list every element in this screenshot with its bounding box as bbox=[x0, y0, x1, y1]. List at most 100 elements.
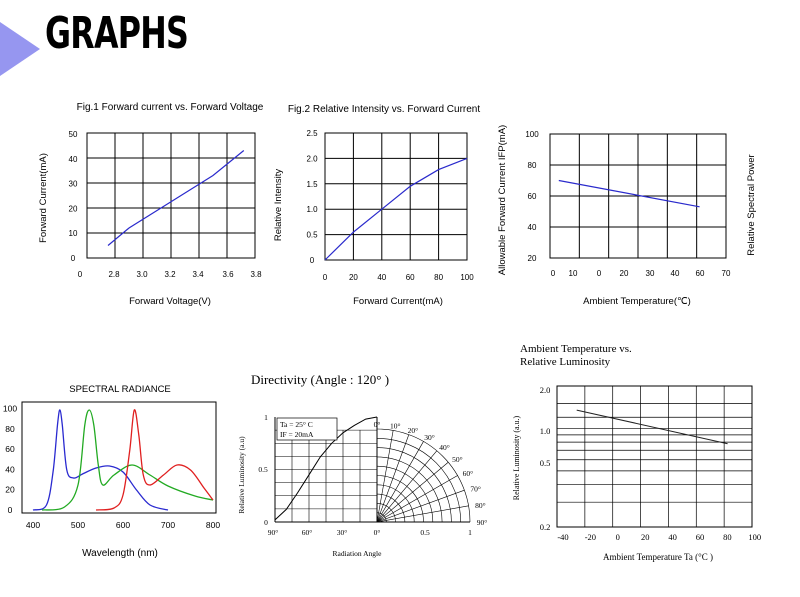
directivity-y-tick: 0.5 bbox=[258, 465, 268, 474]
directivity-y-tick: 0 bbox=[264, 518, 268, 527]
directivity-arc bbox=[376, 503, 396, 523]
luminosity-x-tick: 80 bbox=[723, 532, 732, 542]
luminosity-x-label: Ambient Temperature Ta (°C ) bbox=[603, 552, 713, 562]
fig2-plot-frame bbox=[324, 132, 468, 261]
title-arrow-icon bbox=[0, 22, 40, 76]
directivity-angle-label: 70° bbox=[470, 484, 481, 493]
fig3-x-tick: 20 bbox=[620, 269, 629, 278]
fig2-y-tick: 2.0 bbox=[306, 154, 318, 163]
directivity-angle-label: 90° bbox=[477, 518, 488, 527]
spectral-x-tick: 400 bbox=[26, 520, 40, 530]
directivity-x-tick: 30° bbox=[337, 528, 348, 537]
spectral-x-tick: 700 bbox=[161, 520, 175, 530]
spectral-series-line bbox=[95, 409, 214, 511]
luminosity-y-tick: 0.2 bbox=[540, 522, 551, 532]
fig1-x-label: Forward Voltage(V) bbox=[129, 296, 211, 307]
fig2-y-tick: 1.0 bbox=[306, 205, 318, 214]
fig1-x-tick: 2.8 bbox=[108, 270, 120, 279]
fig3-y-label-right: Relative Spectral Power bbox=[746, 154, 757, 255]
directivity-angle-label: 10° bbox=[390, 421, 401, 430]
spectral-y-tick: 80 bbox=[5, 424, 15, 434]
luminosity-plot-frame bbox=[556, 385, 753, 528]
luminosity-x-tick: 60 bbox=[696, 532, 705, 542]
fig2-y-tick: 0.5 bbox=[306, 231, 318, 240]
fig1-x-tick: 3.2 bbox=[164, 270, 176, 279]
spectral-y-tick: 100 bbox=[3, 404, 17, 414]
fig3-x-tick: 40 bbox=[671, 269, 680, 278]
directivity-spoke bbox=[376, 475, 458, 523]
directivity-spoke bbox=[376, 430, 394, 523]
fig3-y-tick: 40 bbox=[528, 223, 537, 232]
luminosity-x-tick: 0 bbox=[616, 532, 620, 542]
luminosity-x-tick: 100 bbox=[748, 532, 761, 542]
fig2-x-tick: 80 bbox=[434, 273, 443, 282]
fig2-series-line bbox=[324, 157, 468, 261]
directivity-angle-label: 30° bbox=[424, 433, 435, 442]
spectral-y-tick: 0 bbox=[8, 505, 13, 515]
fig2-x-tick: 20 bbox=[349, 273, 358, 282]
directivity-angle-label: 50° bbox=[452, 455, 463, 464]
spectral-plot-frame bbox=[21, 401, 217, 514]
fig2-y-tick: 0 bbox=[310, 256, 315, 265]
directivity-x-tick: 90° bbox=[268, 528, 279, 537]
fig2-x-tick: 0 bbox=[323, 273, 328, 282]
fig3-x-tick: 30 bbox=[646, 269, 655, 278]
directivity-spoke bbox=[376, 489, 465, 523]
fig1-x-tick: 3.8 bbox=[250, 270, 262, 279]
directivity-arc bbox=[376, 447, 452, 523]
spectral-y-tick: 60 bbox=[5, 444, 15, 454]
directivity-spoke bbox=[376, 505, 469, 523]
luminosity-series-line bbox=[576, 409, 728, 445]
fig2-y-tick: 2.5 bbox=[306, 129, 318, 138]
fig1-series-line bbox=[107, 150, 245, 246]
fig2-x-tick: 60 bbox=[406, 273, 415, 282]
luminosity-x-tick: 40 bbox=[668, 532, 677, 542]
fig3-x-tick: 0 bbox=[597, 269, 602, 278]
spectral-title: SPECTRAL RADIANCE bbox=[69, 384, 171, 395]
fig1-x-tick: 3.4 bbox=[192, 270, 204, 279]
luminosity-x-tick: 20 bbox=[641, 532, 650, 542]
fig1-y-tick: 50 bbox=[69, 130, 78, 139]
directivity-angle-label: 20° bbox=[408, 426, 419, 435]
directivity-x-tick: 0° bbox=[374, 528, 381, 537]
luminosity-x-tick: -40 bbox=[557, 532, 568, 542]
luminosity-y-label: Relative Luminosity (a.u.) bbox=[512, 415, 521, 500]
fig3-y-tick: 100 bbox=[525, 130, 539, 139]
directivity-y-label: Relative Luminosity (a.u) bbox=[237, 436, 246, 514]
fig2-x-tick: 100 bbox=[460, 273, 474, 282]
spectral-x-tick: 600 bbox=[116, 520, 130, 530]
fig1-y-label: Forward Current(mA) bbox=[38, 153, 49, 243]
page-title: GRAPHS bbox=[45, 8, 189, 59]
directivity-legend-box bbox=[276, 417, 338, 441]
fig1-y-tick: 30 bbox=[69, 180, 78, 189]
directivity-angle-label: 0° bbox=[374, 420, 381, 429]
directivity-arc bbox=[376, 465, 434, 523]
fig2-y-tick: 1.5 bbox=[306, 180, 318, 189]
fig1-y-tick: 20 bbox=[69, 204, 78, 213]
spectral-x-label: Wavelength (nm) bbox=[82, 548, 158, 559]
luminosity-y-tick: 1.0 bbox=[540, 426, 551, 436]
fig2-y-label: Relative Intensity bbox=[273, 169, 284, 242]
directivity-legend-if: IF = 20mA bbox=[280, 430, 314, 439]
spectral-series-line bbox=[32, 409, 169, 511]
directivity-title: Directivity (Angle : 120° ) bbox=[251, 372, 389, 387]
fig1-y-tick: 0 bbox=[71, 254, 76, 263]
fig1-x-tick: 3.0 bbox=[136, 270, 148, 279]
directivity-arc bbox=[376, 493, 406, 523]
fig2-x-tick: 40 bbox=[377, 273, 386, 282]
directivity-series-line bbox=[274, 416, 378, 521]
directivity-angle-label: 40° bbox=[439, 443, 450, 452]
luminosity-y-tick: 2.0 bbox=[540, 385, 551, 395]
fig3-x-tick: 0 bbox=[551, 269, 556, 278]
spectral-x-tick: 500 bbox=[71, 520, 85, 530]
directivity-x-tick: 60° bbox=[302, 528, 313, 537]
directivity-angle-label: 80° bbox=[475, 501, 486, 510]
fig2-x-label: Forward Current(mA) bbox=[353, 296, 443, 307]
directivity-spoke bbox=[376, 434, 410, 523]
fig3-x-tick: 10 bbox=[569, 269, 578, 278]
directivity-x-tick: 1 bbox=[468, 528, 472, 537]
directivity-angle-label: 60° bbox=[463, 469, 474, 478]
fig1-x-tick: 0 bbox=[78, 270, 83, 279]
fig2-title: Fig.2 Relative Intensity vs. Forward Cur… bbox=[288, 104, 481, 115]
